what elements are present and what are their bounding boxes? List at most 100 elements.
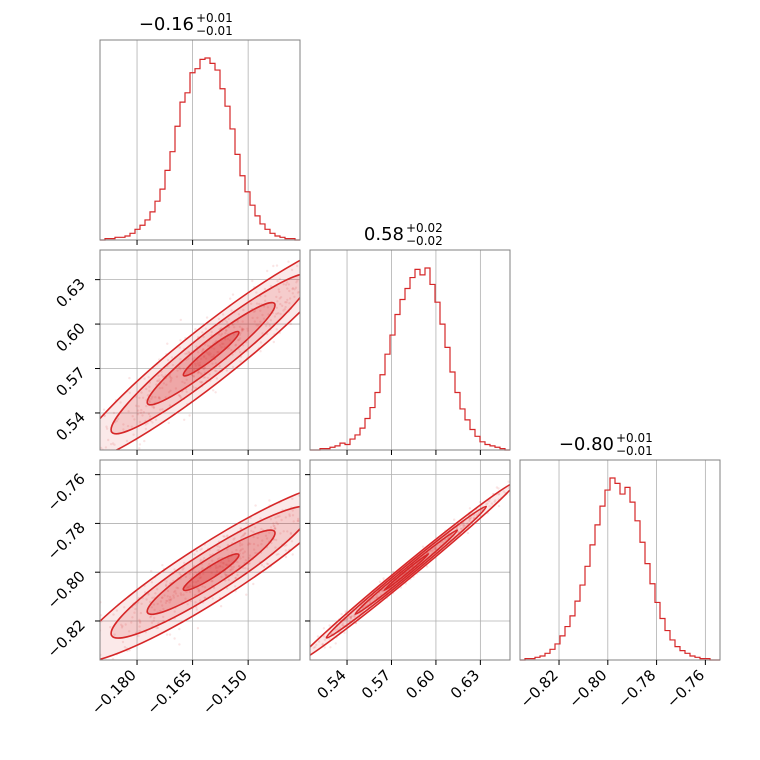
- sample-point: [79, 465, 81, 467]
- sample-point: [195, 608, 198, 611]
- sample-point: [376, 468, 378, 470]
- sample-point: [210, 355, 213, 358]
- sample-point: [468, 507, 472, 510]
- sample-point: [240, 327, 244, 330]
- sample-point: [221, 566, 224, 569]
- sample-point: [188, 351, 191, 354]
- sample-point: [72, 459, 74, 461]
- sample-point: [220, 332, 224, 336]
- sample-point: [139, 621, 142, 624]
- sample-point: [220, 342, 224, 345]
- sample-point: [301, 659, 303, 661]
- sample-point: [152, 406, 155, 409]
- sample-point: [348, 615, 351, 619]
- sample-point: [313, 301, 315, 303]
- sample-point: [274, 526, 277, 530]
- sample-point: [319, 255, 321, 257]
- sample-point: [253, 320, 256, 323]
- sample-point: [277, 552, 280, 556]
- sample-point: [205, 351, 208, 354]
- sample-point: [316, 635, 320, 638]
- sample-point: [528, 467, 530, 469]
- sample-point: [292, 520, 295, 523]
- title-upper-error: +0.01: [196, 11, 233, 25]
- sample-point: [139, 411, 143, 414]
- sample-point: [89, 423, 91, 425]
- sample-point: [330, 283, 332, 285]
- title-upper-error: +0.01: [616, 431, 653, 445]
- density-panel: [272, 466, 537, 683]
- sample-point: [240, 328, 244, 331]
- sample-point: [353, 615, 356, 618]
- sample-point: [268, 531, 271, 534]
- sample-point: [264, 294, 267, 298]
- sample-point: [228, 339, 232, 342]
- sample-point: [223, 535, 226, 538]
- sample-point: [168, 601, 171, 604]
- sample-point: [252, 310, 255, 313]
- sample-point: [165, 383, 168, 386]
- sample-point: [252, 535, 255, 539]
- sample-point: [262, 317, 266, 320]
- sample-point: [161, 564, 164, 567]
- sample-point: [218, 557, 221, 560]
- sample-point: [172, 594, 175, 597]
- sample-point: [236, 320, 239, 323]
- sample-point: [160, 374, 163, 377]
- sample-point: [274, 546, 277, 549]
- sample-point: [95, 430, 97, 432]
- contour-level: [110, 272, 300, 435]
- sample-point: [247, 556, 251, 560]
- sample-point: [170, 356, 174, 359]
- sample-point: [535, 466, 537, 468]
- histogram-step-line: [100, 57, 300, 241]
- sample-point: [330, 497, 332, 499]
- sample-point: [352, 478, 354, 480]
- sample-point: [280, 674, 282, 676]
- sample-point: [188, 590, 192, 594]
- sample-point: [311, 289, 313, 291]
- sample-point: [359, 497, 361, 499]
- sample-point: [75, 655, 77, 657]
- sample-point: [150, 621, 154, 624]
- sample-point: [275, 264, 279, 267]
- sample-point: [113, 633, 116, 636]
- sample-point: [502, 490, 505, 493]
- title-lower-error: −0.02: [406, 234, 443, 248]
- sample-point: [433, 547, 436, 551]
- sample-point: [234, 585, 237, 588]
- sample-point: [197, 351, 200, 354]
- sample-point: [301, 539, 303, 541]
- sample-point: [191, 385, 195, 388]
- sample-point: [461, 526, 465, 529]
- sample-point: [272, 681, 274, 683]
- sample-point: [139, 611, 143, 615]
- sample-point: [153, 616, 156, 620]
- sample-point: [185, 352, 189, 355]
- sample-point: [131, 616, 134, 619]
- sample-point: [323, 638, 327, 641]
- sample-point: [296, 279, 299, 282]
- sample-point: [323, 488, 325, 490]
- sample-point: [237, 313, 241, 316]
- sample-point: [183, 381, 186, 385]
- sample-point: [463, 523, 466, 527]
- sample-point: [195, 345, 198, 348]
- sample-point: [238, 337, 242, 340]
- sample-point: [285, 544, 288, 547]
- sample-point: [288, 302, 291, 305]
- sample-point: [293, 288, 296, 291]
- sample-point: [215, 370, 218, 373]
- sample-point: [104, 446, 108, 449]
- sample-point: [242, 534, 245, 537]
- sample-point: [187, 350, 190, 353]
- sample-point: [154, 592, 157, 595]
- sample-point: [217, 333, 221, 336]
- sample-point: [277, 312, 280, 315]
- sample-point: [209, 553, 212, 557]
- sample-point: [144, 423, 147, 426]
- sample-point: [165, 633, 169, 636]
- sample-point: [296, 291, 300, 294]
- sample-point: [150, 569, 153, 573]
- sample-point: [226, 548, 229, 551]
